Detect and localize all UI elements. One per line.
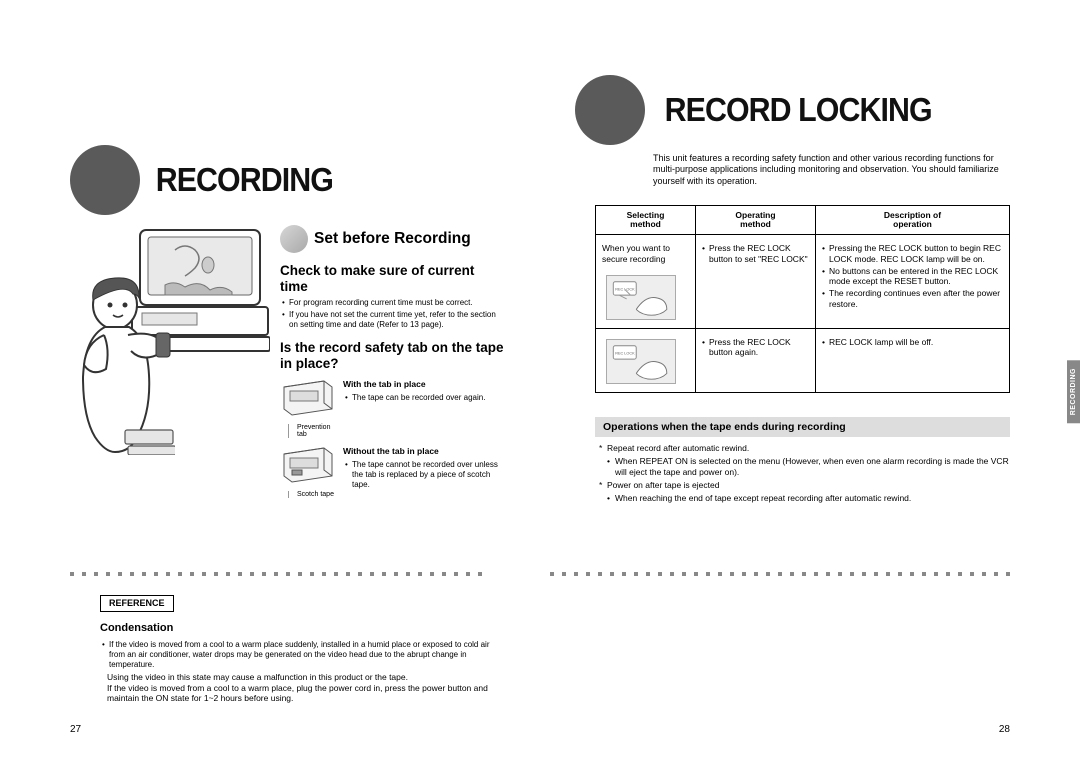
th-description: Description ofoperation — [816, 205, 1010, 235]
page-number: 28 — [999, 724, 1010, 735]
list-item: When reaching the end of tape except rep… — [607, 493, 1010, 504]
bullet-icon — [575, 75, 645, 145]
cell-text: Press the REC LOCK button to set "REC LO… — [702, 243, 809, 264]
th-operating: Operatingmethod — [696, 205, 816, 235]
side-tab: RECORDING — [1067, 360, 1080, 423]
tab-out-title: Without the tab in place — [343, 446, 505, 456]
page-number: 27 — [70, 724, 81, 735]
list-item: The tape can be recorded over again. — [345, 393, 485, 403]
bullet-icon — [70, 145, 140, 215]
lock-table: Selectingmethod Operatingmethod Descript… — [595, 205, 1010, 393]
cassette-tab-out-icon — [280, 446, 335, 484]
ops-list: Repeat record after automatic rewind. Wh… — [599, 443, 1010, 504]
table-row: REC LOCK Press the REC LOCK button again… — [596, 328, 1010, 392]
ops-band: Operations when the tape ends during rec… — [595, 417, 1010, 437]
tape-row: Scotch tape Without the tab in place The… — [280, 446, 505, 498]
cassette-tab-in-icon — [280, 379, 335, 417]
ref-line: Using the video in this state may cause … — [100, 672, 500, 683]
tape-caption: Scotch tape — [288, 491, 335, 498]
tab-heading: Is the record safety tab on the tape in … — [280, 340, 505, 371]
title-row: RECORDING — [70, 145, 505, 215]
tape-row: Prevention tab With the tab in place The… — [280, 379, 505, 438]
title-row: RECORD LOCKING — [575, 75, 1010, 145]
person-icon — [70, 275, 175, 455]
cell-text: The recording continues even after the p… — [822, 288, 1003, 309]
set-before-heading: Set before Recording — [314, 230, 471, 247]
page-28: RECORD LOCKING This unit features a reco… — [540, 0, 1080, 763]
svg-text:REC LOCK: REC LOCK — [615, 351, 635, 355]
table-row: When you want to secure recording REC LO… — [596, 235, 1010, 328]
list-item: The tape cannot be recorded over unless … — [345, 460, 505, 490]
page-27: RECORDING — [0, 0, 540, 763]
page-title: RECORD LOCKING — [665, 91, 932, 129]
ref-line: If the video is moved from a cool to a w… — [100, 683, 500, 704]
cell-text: No buttons can be entered in the REC LOC… — [822, 266, 1003, 287]
list-item: For program recording current time must … — [282, 298, 505, 308]
th-selecting: Selectingmethod — [596, 205, 696, 235]
list-item: Power on after tape is ejected — [599, 480, 1010, 491]
tape-caption: Prevention tab — [288, 424, 335, 438]
reference-heading: Condensation — [100, 622, 500, 636]
cell-text: Press the REC LOCK button again. — [702, 337, 809, 358]
check-heading: Check to make sure of current time — [280, 263, 505, 294]
reference-block: REFERENCE Condensation If the video is m… — [100, 595, 500, 704]
list-item: If you have not set the current time yet… — [282, 310, 505, 330]
reference-tag: REFERENCE — [100, 595, 174, 612]
sub-bullet-icon — [280, 225, 308, 253]
list-item: Repeat record after automatic rewind. — [599, 443, 1010, 454]
divider — [70, 570, 490, 578]
cell-text: Pressing the REC LOCK button to begin RE… — [822, 243, 1003, 264]
rec-lock-press-icon: REC LOCK — [606, 275, 676, 320]
cell-text: REC LOCK lamp will be off. — [822, 337, 1003, 348]
list-item: If the video is moved from a cool to a w… — [102, 640, 500, 670]
rec-lock-press-icon: REC LOCK — [606, 339, 676, 384]
page-title: RECORDING — [156, 161, 333, 199]
check-list: For program recording current time must … — [282, 298, 505, 330]
cell-text: When you want to secure recording — [602, 243, 689, 264]
tab-in-title: With the tab in place — [343, 379, 485, 389]
list-item: When REPEAT ON is selected on the menu (… — [607, 456, 1010, 478]
illustration — [70, 225, 270, 498]
intro-text: This unit features a recording safety fu… — [653, 153, 1010, 187]
divider — [550, 570, 1010, 578]
